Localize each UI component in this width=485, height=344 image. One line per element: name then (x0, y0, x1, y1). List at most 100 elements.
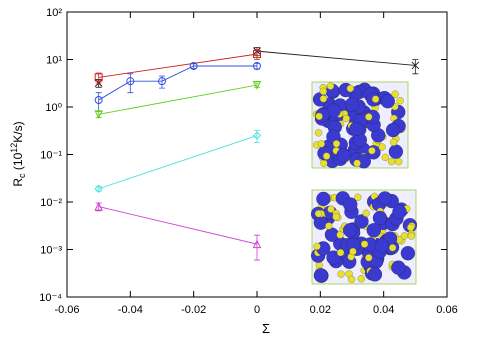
atom (381, 153, 389, 162)
atom (316, 191, 331, 207)
atom (385, 122, 401, 138)
atom (371, 95, 380, 103)
marker (94, 96, 103, 105)
atom (317, 140, 325, 148)
atom (390, 138, 398, 146)
atom (400, 246, 416, 261)
atom (326, 250, 341, 265)
atom (315, 112, 323, 120)
atom (387, 157, 396, 166)
atom (388, 244, 397, 252)
atom (347, 275, 356, 284)
atom (343, 197, 358, 212)
marker (158, 77, 167, 86)
atom (366, 223, 381, 238)
atom (322, 152, 331, 160)
atom (313, 242, 321, 250)
atom (377, 191, 393, 206)
atom (332, 213, 340, 221)
x-tick-label: 0.06 (436, 304, 457, 316)
error-bar (190, 63, 197, 69)
y-label-sub: c (17, 173, 27, 178)
y-label-part: K/s) (11, 121, 25, 142)
y-tick-label: 10² (46, 7, 62, 19)
atom (342, 223, 358, 238)
x-tick-label: 0.04 (373, 304, 394, 316)
atom (314, 210, 323, 218)
error-bar (95, 92, 102, 113)
atom (353, 159, 361, 167)
atom (365, 113, 373, 121)
series-line (98, 206, 258, 245)
atom (388, 144, 404, 159)
y-tick-label: 10¹ (46, 55, 62, 67)
atom (407, 223, 415, 232)
series-line (98, 135, 258, 190)
series-line (256, 50, 416, 66)
atom (344, 97, 360, 112)
atom (354, 193, 362, 201)
series-line (98, 65, 257, 101)
atom (357, 275, 366, 283)
x-axis-label: Σ (262, 321, 270, 336)
y-label-sup: 12 (9, 143, 19, 153)
atom (346, 84, 354, 93)
atom (336, 148, 351, 163)
atom (391, 260, 406, 275)
error-bar (412, 59, 419, 75)
atom (354, 214, 369, 229)
error-bar (127, 73, 134, 94)
atom (319, 95, 328, 103)
marker (252, 239, 262, 249)
y-tick-label: 10⁻¹ (40, 150, 62, 162)
atom (372, 210, 388, 226)
y-label-part: (10 (11, 152, 25, 173)
atom (362, 209, 370, 217)
marker (189, 62, 198, 70)
atom (394, 158, 403, 166)
series-line (98, 84, 258, 115)
atom (365, 254, 373, 262)
atom (374, 238, 390, 253)
x-tick-label: -0.06 (54, 304, 79, 316)
error-bar (254, 82, 260, 88)
atom (319, 87, 327, 95)
atom (368, 147, 376, 155)
x-tick-label: 0.02 (310, 304, 331, 316)
marker (253, 62, 262, 70)
atom-insets (310, 81, 418, 285)
atom (396, 97, 404, 105)
series-line (98, 53, 258, 78)
atom (360, 240, 369, 248)
marker (253, 50, 261, 59)
atom (327, 205, 335, 213)
y-axis-label: Rc (1012K/s) (9, 121, 27, 186)
x-tick-label: -0.02 (181, 304, 206, 316)
atom (336, 249, 345, 257)
atom (400, 232, 409, 240)
atom (342, 114, 350, 123)
atom (336, 231, 344, 239)
atom (337, 270, 345, 278)
atom (313, 268, 329, 283)
x-tick-label: -0.04 (118, 304, 143, 316)
marker (126, 77, 135, 86)
marker (411, 61, 420, 70)
marker (252, 131, 262, 140)
atom (392, 204, 407, 219)
atom (378, 143, 386, 151)
atom (314, 129, 323, 137)
marker (94, 110, 103, 119)
x-tick-label: 0 (254, 304, 260, 316)
y-tick-label: 10⁻⁴ (39, 292, 62, 304)
y-tick-label: 10⁻³ (40, 245, 62, 257)
marker (94, 73, 103, 82)
y-tick-label: 10⁰ (45, 102, 62, 114)
marker (94, 201, 103, 211)
atom (391, 90, 399, 98)
marker (94, 184, 103, 193)
atom (325, 222, 333, 230)
atom (367, 267, 383, 282)
marker (252, 81, 262, 90)
